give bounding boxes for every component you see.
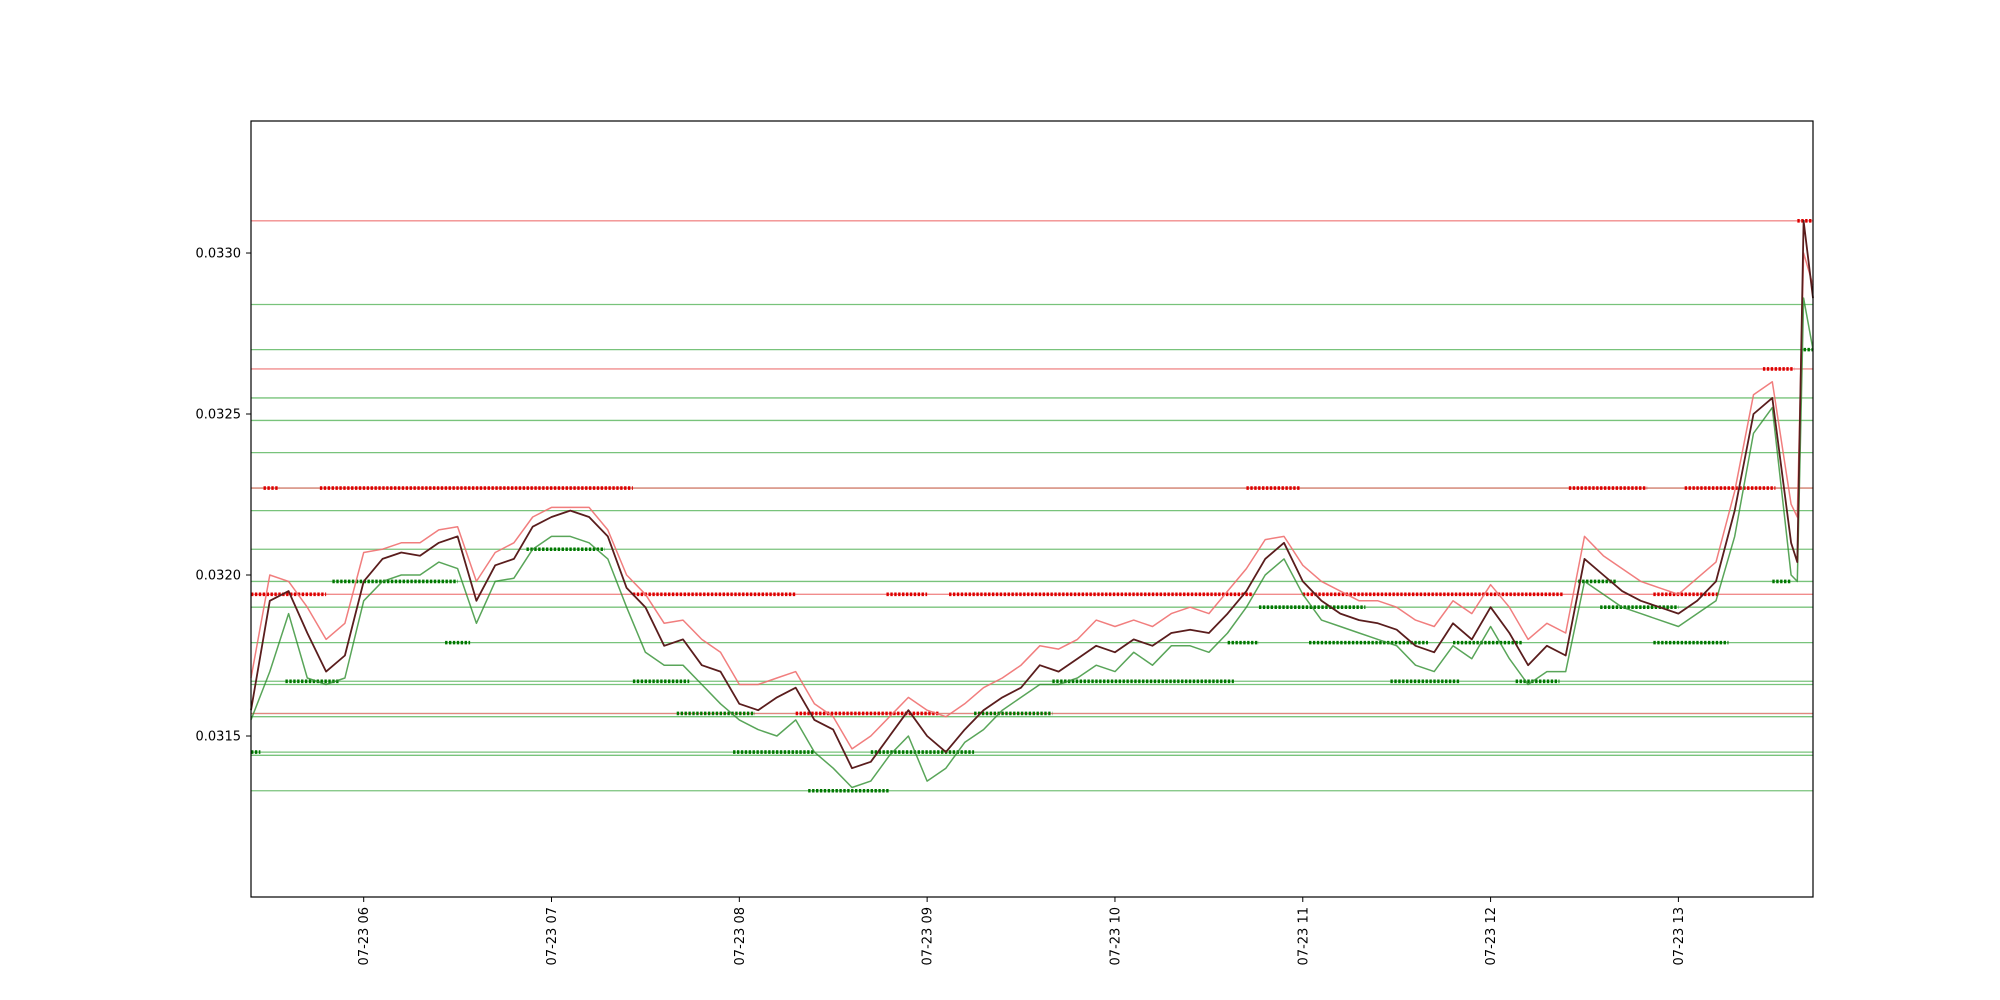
x-tick-label-7: 07-23 13 <box>1672 907 1687 965</box>
x-axis: 07-23 06 07-23 07 07-23 08 07-23 09 07-23 10… <box>357 897 1687 965</box>
x-tick-label-0: 07-23 06 <box>357 907 372 965</box>
series-line-close <box>250 219 1814 770</box>
y-tick-label-0: 0.0315 <box>196 730 242 745</box>
x-tick-label-6: 07-23 12 <box>1484 907 1499 965</box>
plot-area <box>250 219 1814 793</box>
y-tick-label-3: 0.0330 <box>196 247 242 262</box>
x-tick-label-1: 07-23 07 <box>545 907 560 965</box>
series-line-low <box>250 297 1814 789</box>
x-tick-label-2: 07-23 08 <box>733 907 748 965</box>
y-tick-label-1: 0.0320 <box>196 569 242 584</box>
x-tick-label-5: 07-23 11 <box>1296 907 1311 965</box>
y-axis: 0.0315 0.0320 0.0325 0.0330 <box>196 247 251 745</box>
y-tick-label-2: 0.0325 <box>196 408 242 423</box>
series-line-high <box>250 252 1814 750</box>
x-tick-label-4: 07-23 10 <box>1108 907 1123 965</box>
plot-frame <box>250 120 1814 898</box>
x-tick-label-3: 07-23 09 <box>921 907 936 965</box>
